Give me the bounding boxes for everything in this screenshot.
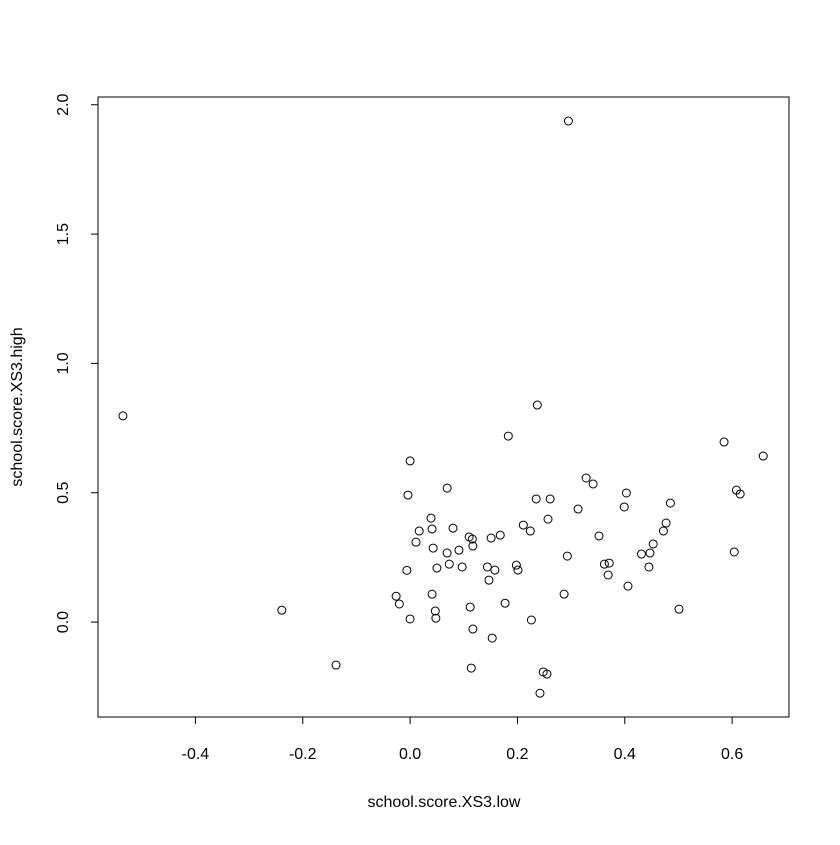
point (457, 562, 467, 572)
point (394, 599, 404, 609)
point (277, 605, 287, 615)
point (623, 581, 633, 591)
point (454, 545, 464, 555)
point (442, 483, 452, 493)
point (405, 456, 415, 466)
y-tick-label: 1.0 (55, 352, 72, 374)
x-tick-label: 0.4 (614, 746, 636, 763)
point (486, 533, 496, 543)
point (331, 660, 341, 670)
point (118, 411, 128, 421)
y-tick-label: 0.0 (55, 611, 72, 633)
point (636, 549, 646, 559)
point (428, 543, 438, 553)
point (588, 479, 598, 489)
point (573, 504, 583, 514)
point (487, 633, 497, 643)
point (604, 558, 614, 568)
point (403, 490, 413, 500)
point (427, 524, 437, 534)
point (665, 498, 675, 508)
point (735, 489, 745, 499)
point (535, 688, 545, 698)
point (495, 530, 505, 540)
point (581, 473, 591, 483)
point (426, 513, 436, 523)
point (468, 541, 478, 551)
x-tick-label: -0.2 (289, 746, 317, 763)
point (543, 514, 553, 524)
point (430, 606, 440, 616)
point (467, 534, 477, 544)
point (411, 537, 421, 547)
point (402, 565, 412, 575)
y-tick-label: 1.5 (55, 223, 72, 245)
point (729, 547, 739, 557)
point (484, 575, 494, 585)
point (599, 559, 609, 569)
point (542, 669, 552, 679)
x-tick-label: 0.0 (399, 746, 421, 763)
y-axis-label: school.score.XS3.high (9, 327, 26, 486)
point (562, 551, 572, 561)
point (511, 560, 521, 570)
x-tick-label: -0.4 (182, 746, 210, 763)
point (621, 488, 631, 498)
point (444, 559, 454, 569)
x-axis-label: school.score.XS3.low (368, 794, 521, 811)
point (645, 548, 655, 558)
point (594, 531, 604, 541)
point (468, 624, 478, 634)
point (563, 116, 573, 126)
point (518, 520, 528, 530)
point (758, 451, 768, 461)
point (466, 663, 476, 673)
point (525, 526, 535, 536)
point (531, 494, 541, 504)
x-tick-label: 0.6 (721, 746, 743, 763)
point (490, 565, 500, 575)
point (482, 562, 492, 572)
point (414, 526, 424, 536)
y-tick-label: 0.5 (55, 482, 72, 504)
point (526, 615, 536, 625)
point (719, 437, 729, 447)
point (644, 562, 654, 572)
plot-frame (97, 96, 790, 718)
point (674, 604, 684, 614)
y-tick-label: 2.0 (55, 94, 72, 116)
point (500, 598, 510, 608)
point (658, 526, 668, 536)
point (661, 518, 671, 528)
point (465, 602, 475, 612)
point (405, 614, 415, 624)
point (513, 565, 523, 575)
point (559, 589, 569, 599)
point (648, 539, 658, 549)
point (427, 589, 437, 599)
point (442, 548, 452, 558)
point (603, 570, 613, 580)
point (432, 563, 442, 573)
point (448, 523, 458, 533)
point (532, 400, 542, 410)
point (431, 613, 441, 623)
point (619, 502, 629, 512)
point (503, 431, 513, 441)
x-tick-label: 0.2 (506, 746, 528, 763)
point (391, 591, 401, 601)
point (545, 494, 555, 504)
